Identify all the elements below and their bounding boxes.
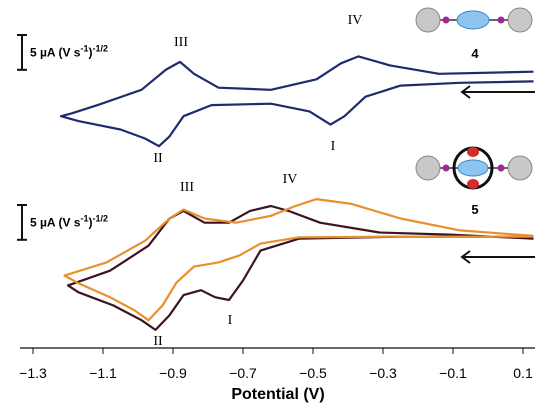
scale-bar-label-part: ) <box>89 45 93 59</box>
scale-bar-label-part: -1/2 <box>93 213 109 223</box>
scale-bar-label: 5 µA (V s-1)-1/2 <box>30 43 108 59</box>
annotation: II <box>153 151 163 166</box>
scale-bar-label-part: 5 µA (V s <box>30 215 81 229</box>
x-tick-label: −1.3 <box>19 365 47 381</box>
x-tick-label: −1.1 <box>89 365 117 381</box>
annotation: 4 <box>471 46 479 61</box>
x-tick-label: −0.5 <box>299 365 327 381</box>
x-tick-label: −0.9 <box>159 365 187 381</box>
annotation: 5 <box>471 202 478 217</box>
annotation: II <box>153 334 163 349</box>
scale-bar-label-part: -1 <box>80 213 88 223</box>
x-tick-label: −0.1 <box>439 365 467 381</box>
scale-bar-label-part: 5 µA (V s <box>30 45 81 59</box>
molecule-4 <box>415 7 533 33</box>
x-tick-label: −0.3 <box>369 365 397 381</box>
x-axis-label: Potential (V) <box>231 386 324 403</box>
annotation: III <box>174 35 188 50</box>
annotation: III <box>180 180 194 195</box>
annotation: I <box>228 313 233 328</box>
annotation: I <box>331 139 336 154</box>
sweep-arrows <box>460 85 535 264</box>
x-tick-label: −0.7 <box>229 365 257 381</box>
scale-bar-label: 5 µA (V s-1)-1/2 <box>30 213 108 229</box>
cv-curve <box>66 204 534 331</box>
molecule-5 <box>415 146 533 190</box>
scale-bar-label-part: ) <box>89 215 93 229</box>
scale-bar-label-part: -1 <box>80 43 88 53</box>
annotation: IV <box>283 172 298 187</box>
cv-curve <box>63 198 534 322</box>
scale-bar-label-part: -1/2 <box>93 43 109 53</box>
annotation: IV <box>348 13 363 28</box>
x-tick-label: 0.1 <box>513 365 533 381</box>
cv-curve <box>59 55 534 148</box>
